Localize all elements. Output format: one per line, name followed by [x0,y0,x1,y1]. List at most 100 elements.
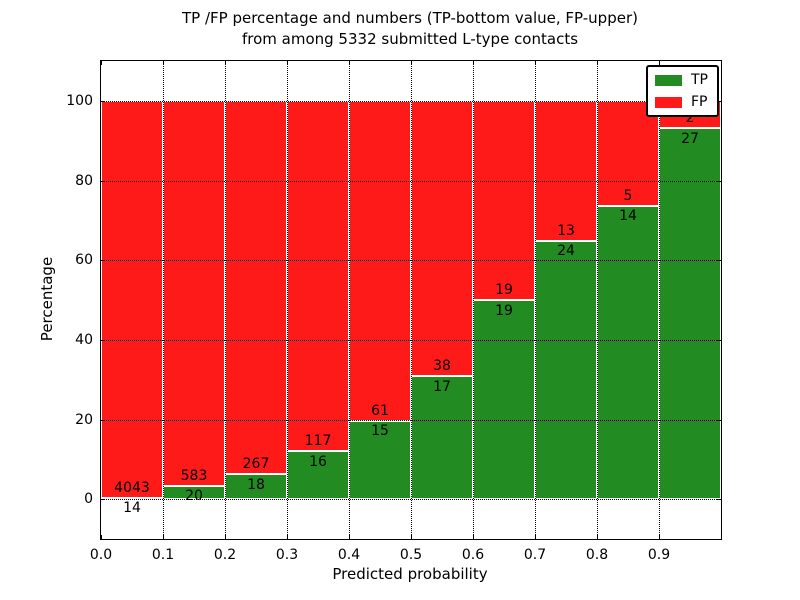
bar-fp-segment [101,100,163,498]
x-tick [535,61,536,65]
chart-title-line1: TP /FP percentage and numbers (TP-bottom… [182,9,638,27]
y-tick-label: 60 [75,252,93,269]
x-tick-label: 0.8 [585,547,609,563]
x-tick-label: 0.7 [523,547,547,563]
y-gridline [101,499,721,501]
fp-count-label: 13 [557,222,575,239]
x-tick-label: 0.6 [461,547,485,563]
y-tick [717,100,721,102]
tp-color-swatch [655,74,682,86]
x-tick [597,61,598,65]
x-tick [659,535,660,539]
y-tick [717,339,721,341]
y-tick [717,419,721,421]
legend-entry-fp: FP [655,94,708,110]
bar-tp-segment [535,240,597,500]
x-axis-title: Predicted probability [332,565,488,583]
y-tick [101,100,105,102]
x-tick-label: 0.2 [213,547,237,563]
x-gridline [597,61,598,539]
legend-label-fp: FP [691,94,708,110]
y-tick [717,260,721,262]
fp-count-label: 2 [685,110,695,127]
x-tick-label: 0.5 [399,547,423,563]
x-gridline [411,61,412,539]
y-tick [101,260,105,262]
fp-count-label: 19 [495,282,513,298]
x-tick [163,61,164,65]
legend-entry-tp: TP [655,72,708,88]
y-tick-label: 0 [84,491,93,508]
x-tick-label: 0.1 [151,547,175,563]
x-tick [225,61,226,65]
x-gridline [287,61,288,539]
y-tick-label: 40 [75,331,93,348]
tp-count-label: 15 [371,423,389,440]
x-tick [411,535,412,539]
y-tick [717,180,721,182]
y-gridline [101,419,721,421]
y-gridline [101,339,721,341]
x-tick [411,61,412,65]
tp-count-label: 17 [433,378,451,395]
y-tick [101,339,105,341]
fp-count-label: 5 [623,187,633,204]
y-axis-title: Percentage [38,256,56,342]
y-tick [101,180,105,182]
x-tick [535,535,536,539]
y-tick [101,419,105,421]
fp-count-label: 38 [433,358,451,375]
bar-tp-segment [225,474,287,500]
fp-color-swatch [655,96,682,108]
y-tick [717,499,721,501]
y-gridline [101,260,721,262]
bar-fp-segment [411,100,473,377]
tp-count-label: 20 [185,488,203,505]
y-tick [101,499,105,501]
x-gridline [163,61,164,539]
fp-count-label: 267 [242,456,270,473]
tp-count-label: 14 [123,500,141,517]
tp-count-label: 16 [309,453,327,470]
x-gridline [225,61,226,539]
fp-count-label: 61 [371,402,389,419]
bar-fp-segment [535,100,597,241]
x-tick [287,61,288,65]
bar-fp-segment [225,100,287,475]
x-tick [349,61,350,65]
tp-count-label: 19 [495,302,513,319]
tp-count-label: 24 [557,243,575,260]
y-gridline [101,100,721,102]
bar-fp-segment [163,100,225,486]
fp-count-label: 117 [304,433,332,450]
bar-tp-segment [473,300,535,500]
tp-count-label: 18 [247,476,265,493]
x-tick-label: 0.4 [337,547,361,563]
x-gridline [535,61,536,539]
x-tick [163,535,164,539]
bar-tp-segment [287,451,349,500]
x-tick [101,61,102,65]
fp-count-label: 4043 [114,479,150,496]
x-tick [225,535,226,539]
x-tick [349,535,350,539]
x-tick [101,535,102,539]
bar-tp-segment [597,205,659,500]
bar-fp-segment [287,100,349,452]
tp-count-label: 27 [681,130,699,147]
x-gridline [349,61,350,539]
x-gridline [659,61,660,539]
chart-title-line2: from among 5332 submitted L-type contact… [241,30,579,48]
tp-count-label: 14 [619,208,637,225]
y-gridline [101,180,721,182]
x-tick [659,61,660,65]
y-tick-label: 20 [75,411,93,428]
bar-fp-segment [473,100,535,300]
x-tick [597,535,598,539]
x-tick-label: 0.0 [89,547,113,563]
legend: TP FP [646,65,719,117]
y-tick-label: 100 [66,92,93,109]
x-tick [287,535,288,539]
bar-tp-segment [659,128,721,500]
